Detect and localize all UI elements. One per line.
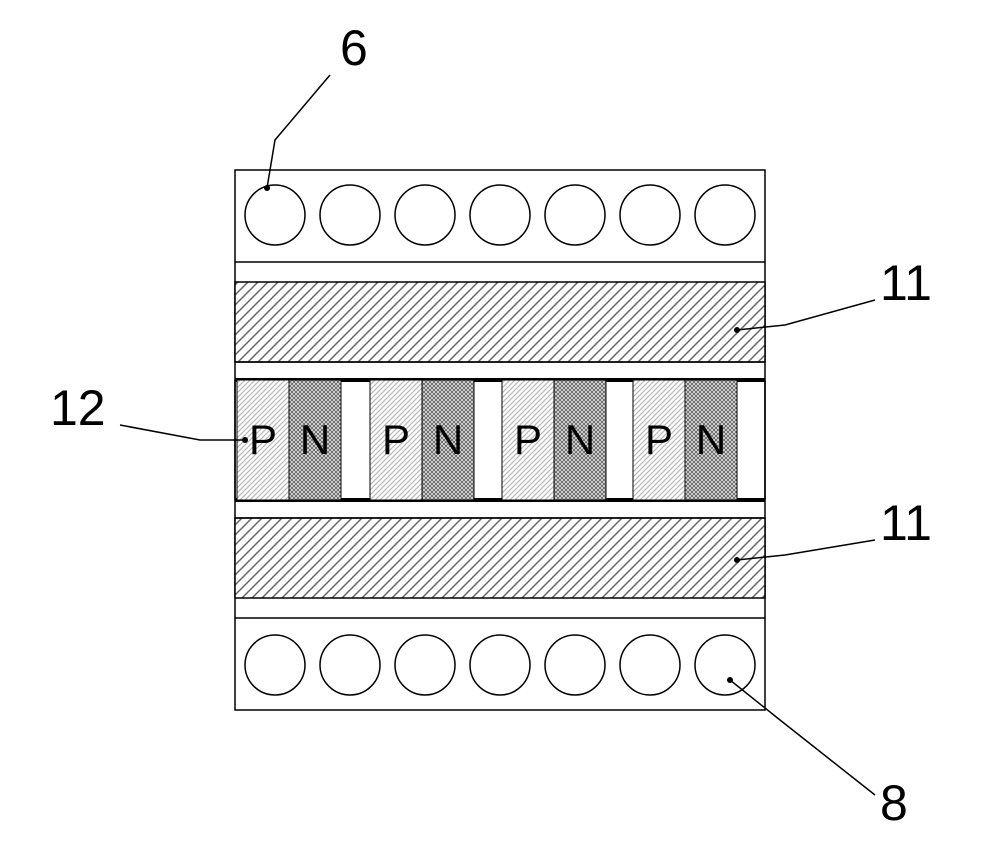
- pn-label: N: [433, 416, 463, 463]
- callout-label: 11: [880, 255, 932, 311]
- pn-label: N: [300, 416, 330, 463]
- pn-label: N: [565, 416, 595, 463]
- tube-circle: [320, 635, 380, 695]
- tube-circle: [245, 635, 305, 695]
- leader-line: [120, 425, 245, 440]
- callout-label: 8: [880, 775, 908, 831]
- tube-circle: [695, 635, 755, 695]
- leader-dot: [242, 437, 248, 443]
- pn-label: P: [249, 416, 277, 463]
- tube-circle: [695, 185, 755, 245]
- tube-circle: [245, 185, 305, 245]
- tube-circle: [620, 635, 680, 695]
- leader-dot: [734, 327, 740, 333]
- pn-label: P: [514, 416, 542, 463]
- callout-label: 6: [340, 20, 368, 76]
- tube-circle: [320, 185, 380, 245]
- hatched-layer-top: [235, 282, 765, 362]
- tube-circle: [395, 635, 455, 695]
- leader-dot: [264, 185, 270, 191]
- hatched-layer-bottom: [235, 518, 765, 598]
- callout-label: 11: [880, 495, 932, 551]
- callout-label: 12: [50, 380, 106, 436]
- pn-label: P: [645, 416, 673, 463]
- leader-dot: [727, 677, 733, 683]
- tube-circle: [620, 185, 680, 245]
- tube-circle: [470, 635, 530, 695]
- tube-circle: [395, 185, 455, 245]
- tube-circle: [470, 185, 530, 245]
- pn-label: P: [382, 416, 410, 463]
- tube-circle: [545, 635, 605, 695]
- leader-line: [730, 680, 875, 795]
- tube-circle: [545, 185, 605, 245]
- leader-line: [267, 75, 330, 188]
- pn-label: N: [696, 416, 726, 463]
- leader-dot: [734, 557, 740, 563]
